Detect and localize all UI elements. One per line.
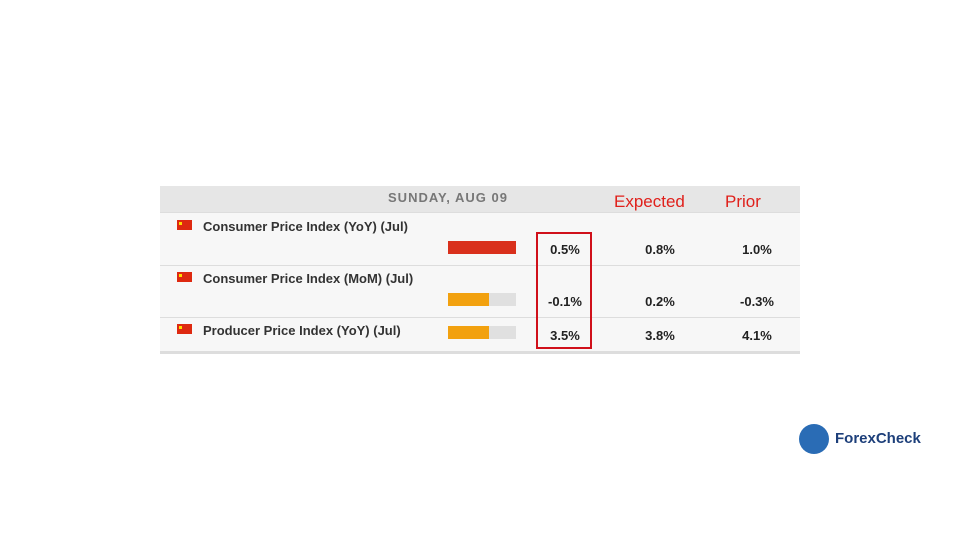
event-name[interactable]: Producer Price Index (YoY) (Jul) [203, 323, 401, 338]
actual: -0.1% [548, 294, 582, 309]
expected: 3.8% [645, 328, 675, 343]
prior-header: Prior [725, 192, 761, 211]
actual: 0.5% [550, 242, 580, 257]
impact-bar [448, 241, 516, 254]
prior: 4.1% [742, 328, 772, 343]
logo-icon [799, 424, 829, 454]
header-bar [160, 186, 800, 212]
flag [177, 324, 192, 334]
event-name[interactable]: Consumer Price Index (MoM) (Jul) [203, 271, 414, 286]
expected-header: Expected [614, 192, 685, 211]
row [160, 212, 800, 265]
row [160, 265, 800, 317]
event-name[interactable]: Consumer Price Index (YoY) (Jul) [203, 219, 408, 234]
impact-bar [448, 326, 516, 339]
expected: 0.2% [645, 294, 675, 309]
impact-bar [448, 293, 516, 306]
prior: 1.0% [742, 242, 772, 257]
flag [177, 272, 192, 282]
highlight-box [536, 232, 592, 349]
logo: ForexCheck [835, 430, 921, 447]
actual: 3.5% [550, 328, 580, 343]
expected: 0.8% [645, 242, 675, 257]
flag [177, 220, 192, 230]
prior: -0.3% [740, 294, 774, 309]
date: SUNDAY, AUG 09 [388, 190, 508, 205]
